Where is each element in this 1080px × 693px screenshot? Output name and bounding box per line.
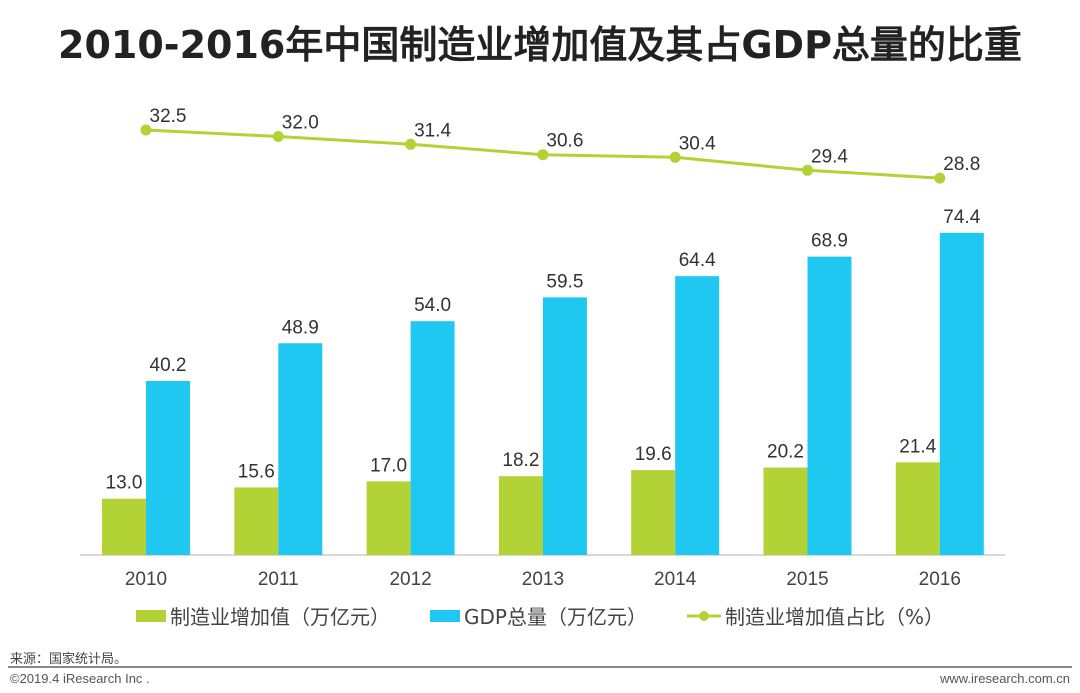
point-share: [140, 124, 152, 136]
bar-gdp: [278, 343, 323, 555]
data-label-gdp: 59.5: [546, 271, 583, 292]
data-label-manufacturing: 13.0: [106, 473, 143, 494]
bar-gdp: [807, 256, 852, 555]
point-share: [802, 164, 813, 176]
point-share: [405, 138, 417, 150]
bar-gdp: [542, 297, 587, 555]
point-share: [272, 131, 284, 142]
x-tick-label: 2016: [919, 569, 961, 590]
legend-swatch: [430, 609, 460, 622]
bar-manufacturing: [895, 462, 940, 555]
legend-item-manufacturing: 制造业增加值（万亿元）: [136, 601, 390, 630]
data-label-gdp: 74.4: [943, 207, 980, 228]
data-label-manufacturing: 19.6: [635, 444, 672, 465]
bar-manufacturing: [763, 467, 808, 555]
legend-swatch: [136, 609, 166, 622]
data-label-share: 28.8: [943, 154, 980, 175]
data-label-manufacturing: 21.4: [899, 436, 936, 457]
data-label-share: 29.4: [811, 146, 848, 167]
legend-label: 制造业增加值（万亿元）: [170, 605, 390, 629]
data-label-manufacturing: 17.0: [370, 455, 407, 476]
data-label-gdp: 64.4: [679, 250, 716, 271]
x-tick-label: 2010: [125, 569, 167, 590]
data-label-share: 30.6: [546, 131, 583, 152]
x-tick-label: 2011: [258, 569, 299, 590]
data-label-gdp: 54.0: [414, 295, 451, 316]
legend-item-gdp: GDP总量（万亿元）: [430, 601, 647, 630]
x-tick-label: 2013: [522, 569, 564, 590]
legend-label: GDP总量（万亿元）: [464, 605, 647, 629]
legend-label: 制造业增加值占比（%）: [724, 605, 944, 629]
website-link[interactable]: www.iresearch.com.cn: [939, 671, 1070, 686]
data-label-gdp: 68.9: [811, 231, 848, 252]
data-label-gdp: 40.2: [150, 355, 187, 376]
data-label-manufacturing: 20.2: [767, 442, 804, 463]
x-tick-label: 2014: [654, 569, 697, 590]
point-share: [934, 172, 946, 184]
bar-gdp: [410, 321, 455, 555]
bar-gdp: [146, 380, 190, 555]
legend-line-marker: [686, 610, 721, 621]
data-label-share: 30.4: [679, 133, 716, 154]
footer-divider: [8, 666, 1072, 668]
data-label-manufacturing: 15.6: [238, 461, 275, 482]
data-label-gdp: 48.9: [282, 317, 319, 338]
point-share: [669, 151, 681, 163]
chart-area: 13.0 40.2 2010 15.6 48.9 2011 17.0 54.0 2012 18.2…: [80, 106, 1005, 590]
legend: 制造业增加值（万亿元） GDP总量（万亿元） 制造业增加值占比（%）: [0, 601, 1080, 630]
x-tick-label: 2012: [389, 569, 431, 590]
x-tick-label: 2015: [786, 569, 828, 590]
copyright: ©2019.4 iResearch Inc .: [10, 671, 150, 686]
data-label-share: 32.0: [282, 113, 319, 134]
chart-title: 2010-2016年中国制造业增加值及其占GDP总量的比重: [58, 23, 1022, 67]
bar-manufacturing: [102, 498, 146, 555]
bar-manufacturing: [234, 487, 279, 555]
source-note: 来源：国家统计局。: [10, 652, 128, 667]
bar-gdp: [675, 276, 720, 555]
data-label-share: 32.5: [150, 106, 187, 127]
legend-item-share: 制造业增加值占比（%）: [686, 601, 944, 630]
bar-manufacturing: [631, 470, 676, 555]
data-label-manufacturing: 18.2: [502, 450, 539, 471]
bar-manufacturing: [498, 476, 543, 555]
bar-manufacturing: [366, 481, 411, 555]
data-label-share: 31.4: [414, 120, 451, 141]
point-share: [537, 149, 549, 161]
bar-gdp: [939, 232, 984, 555]
